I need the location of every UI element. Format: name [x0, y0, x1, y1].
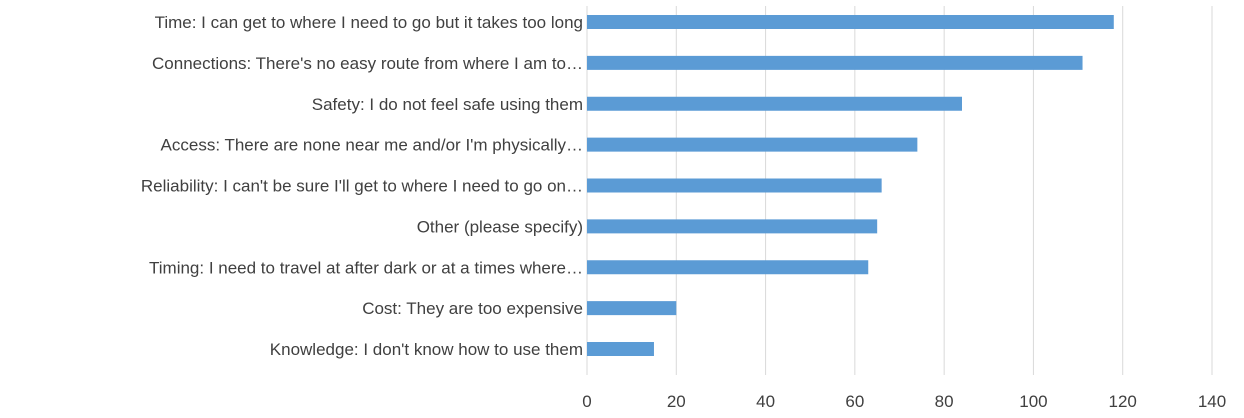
category-label-9: Knowledge: I don't know how to use them — [270, 340, 583, 359]
bar-7 — [587, 260, 869, 275]
category-label-8: Cost: They are too expensive — [362, 299, 583, 318]
category-label-3: Safety: I do not feel safe using them — [312, 95, 583, 114]
category-label-7: Timing: I need to travel at after dark o… — [149, 258, 583, 277]
category-label-2: Connections: There's no easy route from … — [152, 54, 583, 73]
bar-8 — [587, 301, 677, 316]
bar-5 — [587, 178, 882, 193]
x-axis-tick-labels: 0 20 40 60 80 100 120 140 — [582, 392, 1226, 411]
x-tick-label-40: 40 — [756, 392, 775, 411]
bar-3 — [587, 96, 962, 111]
x-tick-label-120: 120 — [1109, 392, 1137, 411]
category-label-6: Other (please specify) — [417, 217, 583, 236]
category-label-4: Access: There are none near me and/or I'… — [161, 136, 583, 155]
bar-9 — [587, 342, 654, 356]
bar-1 — [587, 15, 1114, 29]
bar-6 — [587, 219, 878, 234]
bars — [587, 15, 1114, 356]
category-labels: Time: I can get to where I need to go bu… — [141, 13, 583, 359]
x-tick-label-0: 0 — [582, 392, 591, 411]
bar-4 — [587, 137, 918, 152]
x-tick-label-80: 80 — [935, 392, 954, 411]
category-label-1: Time: I can get to where I need to go bu… — [155, 13, 583, 32]
x-tick-label-60: 60 — [845, 392, 864, 411]
x-tick-label-100: 100 — [1019, 392, 1047, 411]
x-tick-label-20: 20 — [667, 392, 686, 411]
bar-2 — [587, 55, 1083, 70]
x-tick-label-140: 140 — [1198, 392, 1226, 411]
category-label-5: Reliability: I can't be sure I'll get to… — [141, 177, 583, 196]
